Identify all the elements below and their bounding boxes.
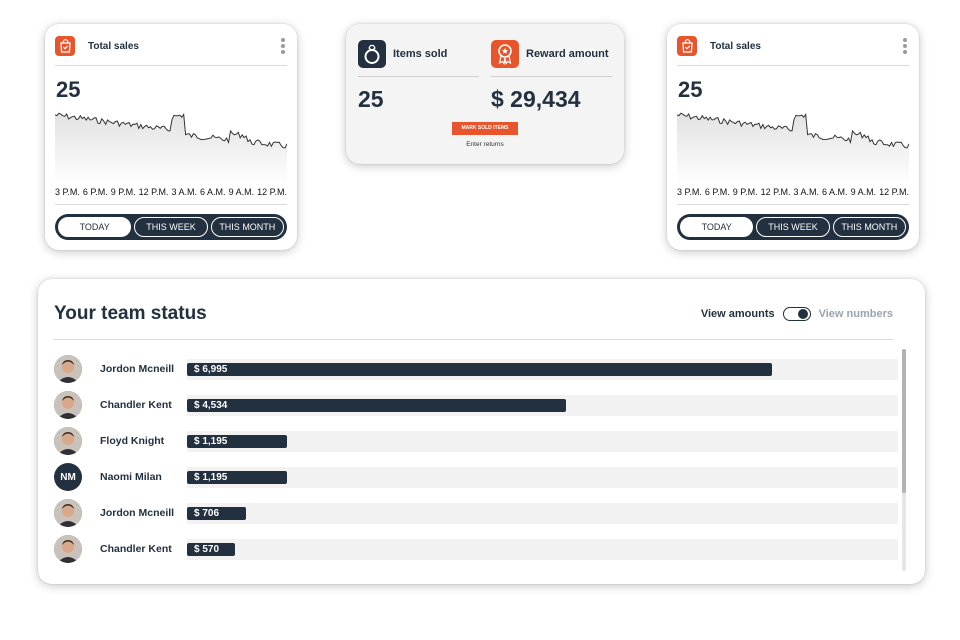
kebab-menu-icon[interactable]: [281, 38, 285, 54]
total-sales-card-2: Total sales 25 3 P.M. 6 P.M. 9 P.M. 12 P…: [667, 24, 919, 250]
reward-section: Reward amount $ 29,434: [491, 38, 612, 113]
tab-this-week[interactable]: THIS WEEK: [134, 217, 208, 237]
x-tick: 3 A.M.: [171, 187, 198, 197]
tab-this-month[interactable]: THIS MONTH: [832, 217, 906, 237]
award-ribbon-icon: [491, 40, 519, 68]
tab-today[interactable]: TODAY: [58, 217, 132, 237]
amount-bar: $ 706: [187, 506, 247, 520]
team-member-name: Jordon Mcneill: [100, 363, 175, 375]
total-sales-card-1: Total sales 25 3 P.M. 6 P.M. 9 P.M. 12 P…: [45, 24, 297, 250]
team-member-row: Jordon Mcneill $ 706: [54, 495, 898, 531]
team-status-card: Your team status View amounts View numbe…: [38, 279, 925, 584]
total-sales-value: 25: [678, 77, 703, 102]
x-axis-labels: 3 P.M. 6 P.M. 9 P.M. 12 P.M. 3 A.M. 6 A.…: [55, 187, 287, 205]
amount-bar-track: $ 6,995: [187, 358, 898, 380]
view-mode-switch[interactable]: [782, 307, 811, 321]
team-member-list: Jordon Mcneill $ 6,995 Chandler Kent $ 4,53…: [54, 351, 898, 567]
amount-bar: $ 1,195: [187, 434, 287, 448]
team-member-row: Jordon Mcneill $ 6,995: [54, 351, 898, 387]
amount-bar-track: $ 706: [187, 502, 898, 524]
team-member-name: Chandler Kent: [100, 543, 172, 555]
reward-label: Reward amount: [526, 48, 609, 60]
amount-bar-track: $ 1,195: [187, 466, 898, 488]
kebab-menu-icon[interactable]: [903, 38, 907, 54]
reward-value: $ 29,434: [491, 86, 581, 112]
summary-card: Items sold 25 Reward amount $ 29,434 MAR…: [346, 24, 624, 164]
avatar: [54, 391, 82, 419]
x-tick: 3 P.M.: [55, 187, 80, 197]
card-title: Total sales: [710, 40, 761, 52]
amount-bar: $ 570: [187, 542, 235, 556]
period-tabs: TODAY THIS WEEK THIS MONTH: [677, 214, 909, 240]
card-header: Total sales: [677, 34, 909, 66]
view-numbers-label[interactable]: View numbers: [818, 308, 893, 320]
avatar: [54, 499, 82, 527]
sales-sparkline: [55, 112, 287, 185]
shopping-bag-icon: [55, 36, 75, 56]
x-tick: 9 A.M.: [850, 187, 877, 197]
scrollbar-thumb[interactable]: [902, 349, 906, 493]
x-tick: 12 P.M.: [879, 187, 909, 197]
mark-sold-items-button[interactable]: MARK SOLD ITEMS: [452, 122, 518, 135]
avatar: [54, 535, 82, 563]
ring-icon: [358, 40, 386, 68]
x-tick: 3 P.M.: [677, 187, 702, 197]
amount-bar: $ 6,995: [187, 362, 773, 376]
enter-returns-link[interactable]: Enter returns: [466, 141, 504, 148]
team-member-row: Chandler Kent $ 4,534: [54, 387, 898, 423]
team-member-name: Naomi Milan: [100, 471, 162, 483]
view-toggle: View amounts View numbers: [701, 307, 893, 321]
amount-bar-track: $ 570: [187, 538, 898, 560]
x-tick: 9 P.M.: [732, 187, 758, 197]
tab-today[interactable]: TODAY: [680, 217, 754, 237]
avatar: [54, 427, 82, 455]
items-sold-section: Items sold 25: [358, 38, 479, 113]
x-tick: 9 P.M.: [110, 187, 136, 197]
view-amounts-label[interactable]: View amounts: [700, 308, 775, 320]
team-member-name: Chandler Kent: [100, 399, 172, 411]
amount-bar-track: $ 4,534: [187, 394, 898, 416]
tab-this-week[interactable]: THIS WEEK: [756, 217, 830, 237]
items-sold-value: 25: [358, 86, 384, 112]
x-tick: 12 P.M.: [760, 187, 791, 197]
avatar: NM: [54, 463, 82, 491]
amount-bar: $ 1,195: [187, 470, 287, 484]
total-sales-value: 25: [56, 77, 81, 102]
team-status-title: Your team status: [54, 303, 207, 324]
team-member-name: Jordon Mcneill: [100, 507, 175, 519]
x-tick: 6 P.M.: [704, 187, 730, 197]
sales-sparkline: [677, 112, 909, 185]
period-tabs: TODAY THIS WEEK THIS MONTH: [55, 214, 287, 240]
team-member-row: NM Naomi Milan $ 1,195: [54, 459, 898, 495]
shopping-bag-icon: [677, 36, 697, 56]
amount-bar-track: $ 1,195: [187, 430, 898, 452]
team-member-name: Floyd Knight: [100, 435, 165, 447]
x-tick: 12 P.M.: [138, 187, 169, 197]
x-axis-labels: 3 P.M. 6 P.M. 9 P.M. 12 P.M. 3 A.M. 6 A.…: [677, 187, 909, 205]
card-header: Total sales: [55, 34, 287, 66]
team-member-row: Chandler Kent $ 570: [54, 531, 898, 567]
x-tick: 6 A.M.: [822, 187, 848, 197]
team-member-row: Floyd Knight $ 1,195: [54, 423, 898, 459]
avatar: [54, 355, 82, 383]
x-tick: 3 A.M.: [793, 187, 820, 197]
scrollbar[interactable]: [902, 349, 906, 571]
x-tick: 9 A.M.: [228, 187, 255, 197]
amount-bar: $ 4,534: [187, 398, 567, 412]
x-tick: 6 P.M.: [82, 187, 108, 197]
items-sold-label: Items sold: [393, 48, 448, 60]
tab-this-month[interactable]: THIS MONTH: [210, 217, 284, 237]
x-tick: 12 P.M.: [257, 187, 287, 197]
x-tick: 6 A.M.: [200, 187, 226, 197]
card-title: Total sales: [88, 40, 139, 52]
